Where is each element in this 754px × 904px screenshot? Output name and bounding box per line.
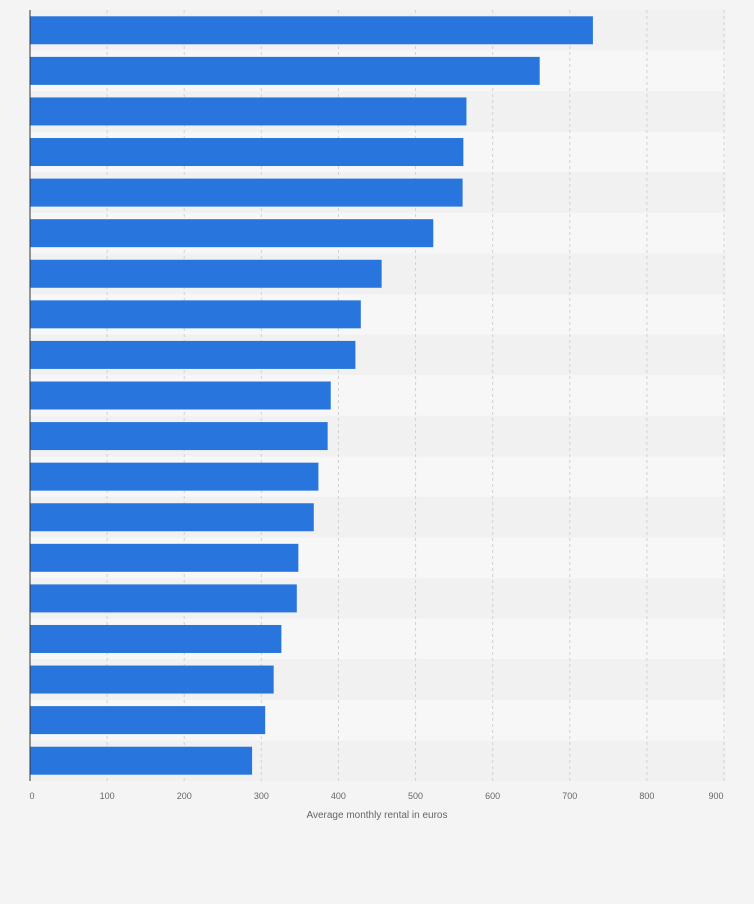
bar[interactable]	[30, 178, 463, 207]
bar[interactable]	[30, 381, 331, 410]
bar[interactable]	[30, 259, 382, 288]
bar[interactable]	[30, 422, 328, 451]
bar[interactable]	[30, 97, 467, 126]
x-axis-label: Average monthly rental in euros	[306, 810, 447, 821]
bars	[30, 16, 593, 775]
x-tick-label: 400	[331, 791, 346, 801]
bar[interactable]	[30, 665, 274, 694]
bar[interactable]	[30, 543, 299, 572]
x-tick-label: 800	[639, 791, 654, 801]
x-tick-label: 200	[177, 791, 192, 801]
bar[interactable]	[30, 462, 319, 491]
x-tick-label: 500	[408, 791, 423, 801]
bar[interactable]	[30, 300, 361, 329]
bar[interactable]	[30, 706, 266, 735]
x-tick-label: 300	[254, 791, 269, 801]
bar[interactable]	[30, 219, 434, 248]
bar[interactable]	[30, 56, 540, 85]
bar[interactable]	[30, 746, 253, 775]
x-tick-label: 900	[708, 791, 723, 801]
x-tick-label: 100	[100, 791, 115, 801]
bar[interactable]	[30, 16, 593, 45]
x-tick-label: 600	[485, 791, 500, 801]
x-tick-label: 0	[29, 791, 34, 801]
bar[interactable]	[30, 584, 297, 613]
bar[interactable]	[30, 503, 314, 532]
bar[interactable]	[30, 340, 356, 369]
x-axis-ticks: 0 100 200 300 400 500 600 700 800 900	[29, 791, 723, 801]
bar[interactable]	[30, 138, 464, 167]
bar[interactable]	[30, 624, 282, 653]
x-tick-label: 700	[562, 791, 577, 801]
